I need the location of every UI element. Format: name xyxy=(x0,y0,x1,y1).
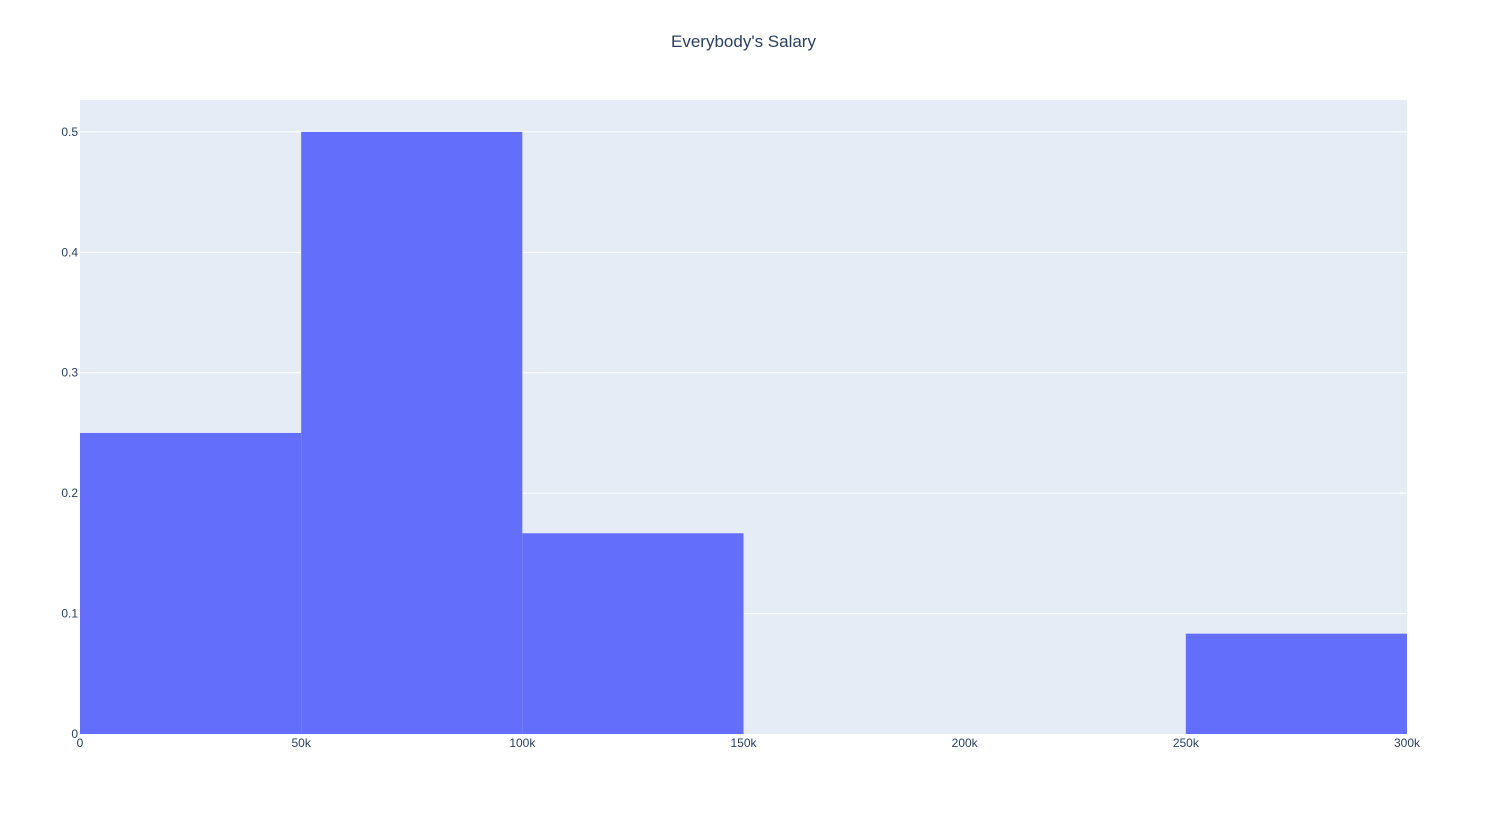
x-tick-label: 0 xyxy=(77,736,84,750)
x-tick-label: 50k xyxy=(291,736,311,750)
histogram-bar xyxy=(80,432,302,734)
x-tick-label: 150k xyxy=(730,736,757,750)
x-tick-label: 100k xyxy=(509,736,536,750)
histogram-bar xyxy=(522,533,744,734)
histogram-bar xyxy=(301,131,523,734)
y-tick-label: 0 xyxy=(71,727,78,741)
y-tick-label: 0.5 xyxy=(61,125,78,139)
y-tick-label: 0.3 xyxy=(61,366,78,380)
bars xyxy=(80,131,1407,734)
y-tick-label: 0.1 xyxy=(61,607,78,621)
y-tick-label: 0.4 xyxy=(61,245,78,259)
x-tick-label: 300k xyxy=(1394,736,1421,750)
y-axis-ticks: 0 0.1 0.2 0.3 0.4 0.5 xyxy=(61,125,78,741)
x-axis-ticks: 0 50k 100k 150k 200k 250k 300k xyxy=(77,736,1421,750)
histogram-bar xyxy=(1185,633,1407,734)
x-tick-label: 200k xyxy=(952,736,979,750)
y-tick-label: 0.2 xyxy=(61,486,78,500)
x-tick-label: 250k xyxy=(1173,736,1200,750)
chart-title: Everybody's Salary xyxy=(671,32,816,51)
